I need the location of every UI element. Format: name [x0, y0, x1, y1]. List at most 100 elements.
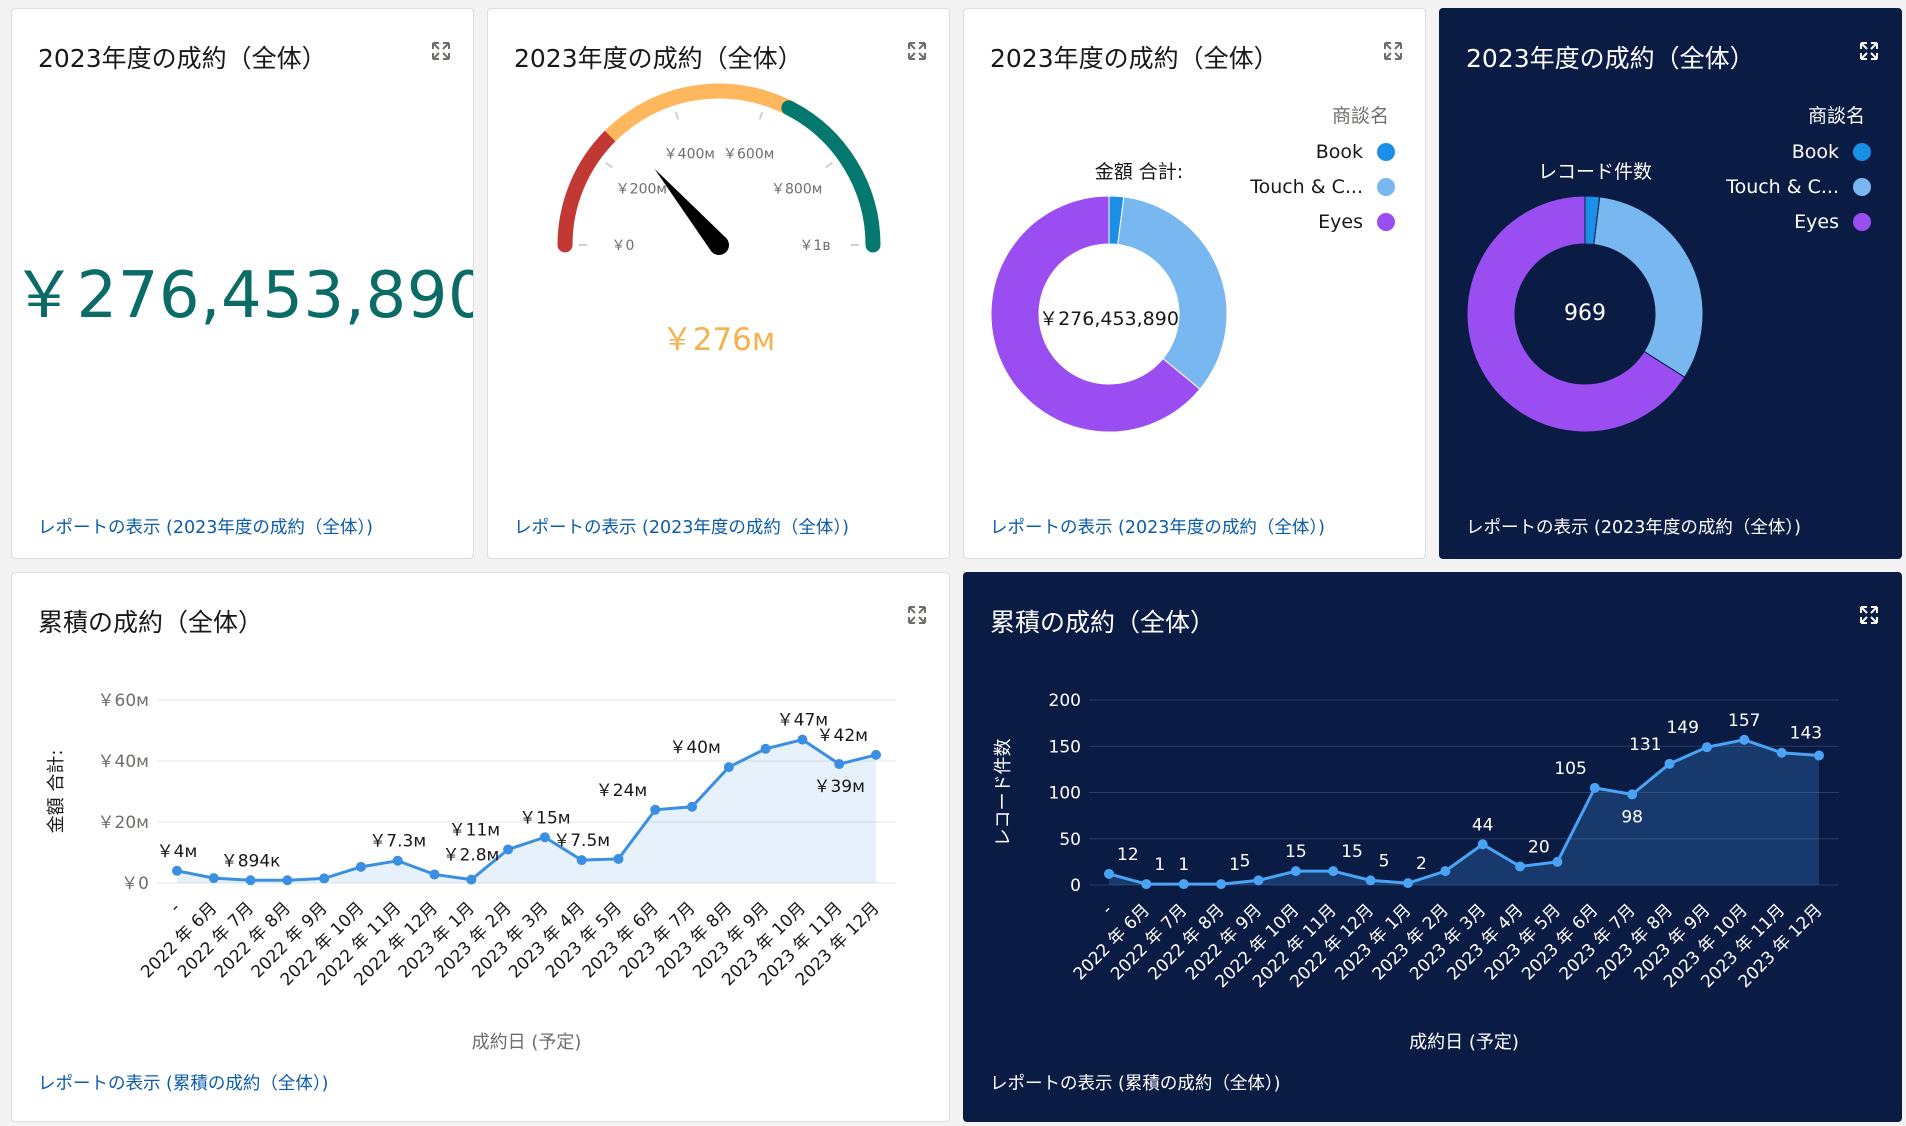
gauge-band: [781, 100, 881, 253]
y-tick-label: 50: [1059, 830, 1081, 850]
report-link[interactable]: レポートの表示 (累積の成約（全体）): [990, 1074, 1281, 1094]
series-line: [1108, 738, 1820, 886]
data-point: [282, 875, 293, 886]
area-fill: [177, 739, 876, 883]
data-label: 105: [1554, 759, 1586, 779]
gauge-tick: [758, 111, 764, 120]
data-point: [1402, 878, 1413, 889]
legend-item[interactable]: Touch & C...: [1250, 176, 1395, 198]
data-label: 12: [1117, 845, 1139, 865]
gauge-tick-label: ￥600м: [723, 147, 774, 163]
data-point: [429, 869, 440, 880]
y-tick-label: 0: [1070, 876, 1081, 896]
legend-label: Touch & C...: [1250, 176, 1363, 198]
report-link[interactable]: レポートの表示 (2023年度の成約（全体）): [990, 518, 1326, 538]
donut-chart: [990, 195, 1228, 433]
expand-icon[interactable]: [1383, 41, 1403, 61]
legend-label: Touch & C...: [1726, 176, 1839, 198]
legend-swatch: [1853, 143, 1871, 161]
legend-swatch: [1853, 213, 1871, 231]
data-point: [1776, 747, 1787, 758]
data-label: 149: [1666, 718, 1698, 738]
data-point: [834, 759, 845, 770]
expand-icon[interactable]: [431, 41, 451, 61]
data-label: 44: [1472, 815, 1494, 835]
data-label: 157: [1728, 711, 1760, 731]
donut-measure-label: 金額 合計:: [1094, 161, 1184, 183]
series-line: [176, 738, 877, 882]
gauge-tick: [674, 111, 680, 120]
data-point: [1365, 875, 1376, 886]
data-point: [1814, 750, 1824, 761]
card-title: 2023年度の成約（全体）: [514, 44, 803, 73]
data-point: [466, 874, 477, 885]
data-point: [1141, 879, 1152, 890]
legend-item[interactable]: Eyes: [1794, 211, 1871, 233]
gauge-tick-label: ￥400м: [664, 147, 715, 163]
legend-item[interactable]: Book: [1792, 141, 1871, 163]
data-label: 143: [1790, 724, 1822, 744]
data-point: [1664, 758, 1675, 769]
legend-item[interactable]: Book: [1316, 141, 1395, 163]
expand-icon[interactable]: [907, 41, 927, 61]
legend-swatch: [1377, 213, 1395, 231]
data-label: ￥4м: [157, 842, 198, 862]
legend-swatch: [1377, 178, 1395, 196]
report-link[interactable]: レポートの表示 (2023年度の成約（全体）): [38, 518, 374, 538]
data-point: [172, 865, 182, 876]
data-label: ￥42м: [817, 726, 868, 746]
donut-slice: [1466, 195, 1686, 433]
data-point: [1701, 742, 1712, 753]
gauge-tick-label: ￥200м: [616, 182, 667, 198]
data-point: [650, 804, 661, 815]
data-label: 1: [1178, 855, 1189, 875]
data-label: ￥39м: [813, 777, 864, 797]
data-point: [760, 743, 771, 754]
data-point: [319, 873, 330, 884]
data-label: 1: [1229, 855, 1240, 875]
data-label: 5: [1379, 851, 1390, 871]
legend-item[interactable]: Touch & C...: [1726, 176, 1871, 198]
x-tick-label: -: [166, 898, 184, 916]
report-link[interactable]: レポートの表示 (2023年度の成約（全体）): [514, 518, 850, 538]
x-tick-label: -: [1098, 900, 1116, 918]
donut-count-card: 2023年度の成約（全体） 商談名 Book Touch & C... Eyes レ…: [1439, 8, 1902, 559]
expand-icon[interactable]: [907, 605, 927, 625]
card-title: 累積の成約（全体）: [990, 608, 1216, 637]
donut-slice: [1117, 196, 1228, 390]
legend-label: Book: [1791, 141, 1839, 163]
gauge-value: ￥276м: [661, 322, 776, 358]
y-tick-label: 150: [1049, 737, 1081, 757]
report-link[interactable]: レポートの表示 (累積の成約（全体）): [38, 1074, 329, 1094]
data-label: 15: [1341, 842, 1363, 862]
y-tick-label: 100: [1049, 784, 1081, 804]
data-label: 2: [1416, 854, 1427, 874]
data-point: [1178, 879, 1189, 890]
data-label: 1: [1154, 855, 1165, 875]
data-point: [1253, 875, 1264, 886]
data-label: ￥40м: [669, 738, 720, 758]
data-label: 98: [1621, 807, 1643, 827]
donut-chart: [1466, 195, 1704, 433]
x-axis-label: 成約日 (予定): [472, 1032, 582, 1053]
data-label: ￥11м: [449, 820, 500, 840]
data-point: [1440, 866, 1451, 877]
gauge-tick-label: ￥1в: [799, 238, 830, 254]
legend-swatch: [1377, 143, 1395, 161]
data-label: ￥2.8м: [443, 845, 500, 865]
gauge-tick-label: ￥800м: [771, 182, 822, 198]
legend-item[interactable]: Eyes: [1318, 211, 1395, 233]
data-point: [1216, 879, 1227, 890]
data-point: [1552, 856, 1563, 867]
data-label: 131: [1629, 735, 1661, 755]
y-tick-label: 200: [1049, 691, 1081, 711]
report-link[interactable]: レポートの表示 (2023年度の成約（全体）): [1466, 518, 1802, 538]
expand-icon[interactable]: [1859, 41, 1879, 61]
data-point: [576, 855, 587, 866]
y-axis-label: レコード件数: [993, 739, 1014, 847]
expand-icon[interactable]: [1859, 605, 1879, 625]
data-label: ￥24м: [596, 781, 647, 801]
y-tick-label: ￥40м: [98, 752, 149, 772]
data-point: [1328, 866, 1339, 877]
